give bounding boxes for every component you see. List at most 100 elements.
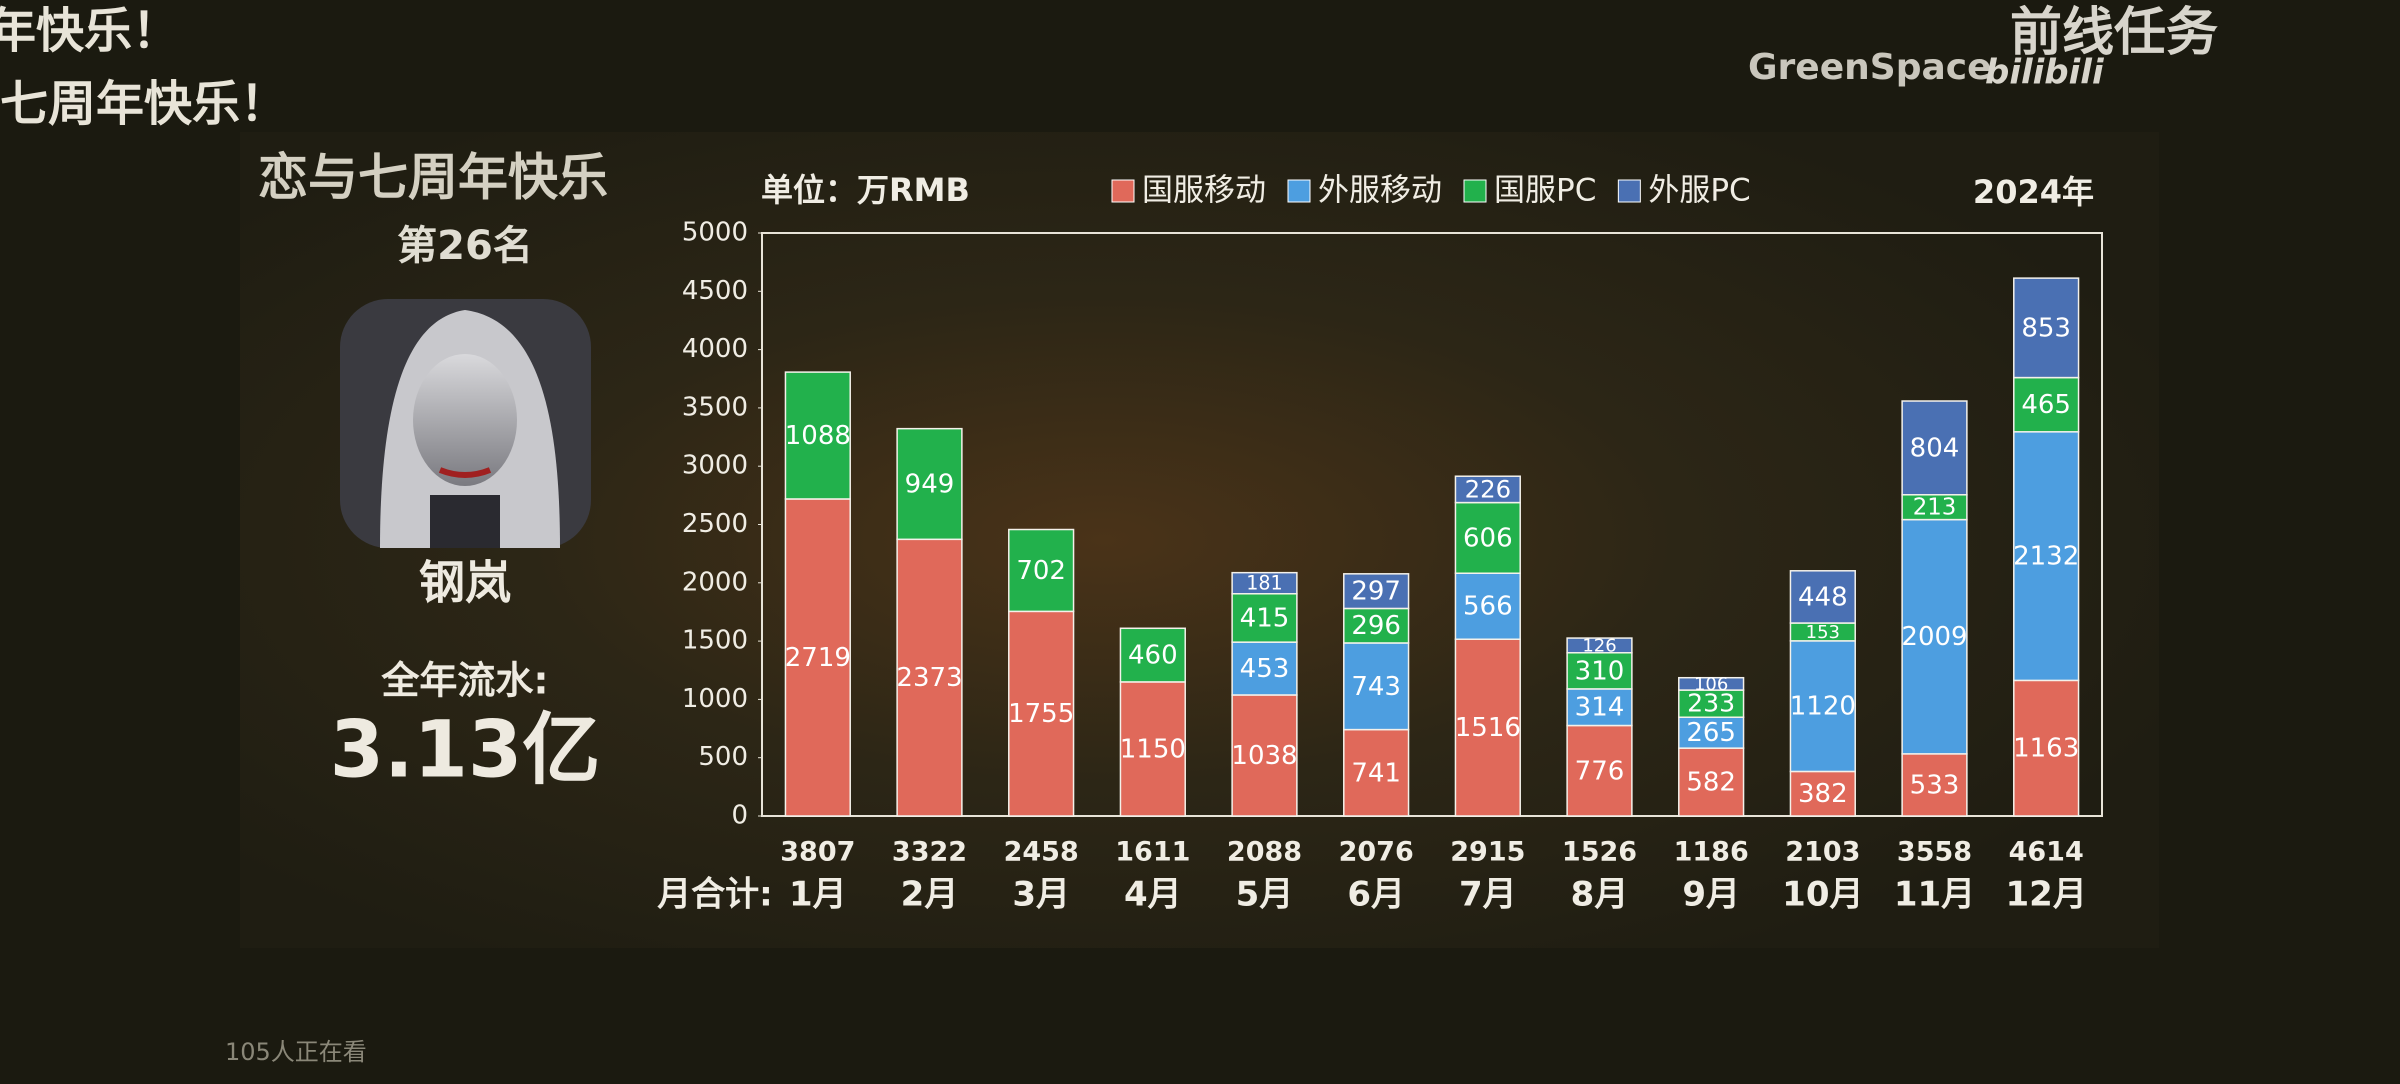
- data-label: 1088: [785, 421, 851, 451]
- data-label: 181: [1246, 572, 1282, 595]
- x-tick-label: 5月: [1236, 875, 1294, 915]
- data-label: 382: [1798, 779, 1848, 809]
- x-tick-label: 3月: [1012, 875, 1070, 915]
- bar-segment: [1343, 607, 1410, 644]
- data-label: 106: [1694, 674, 1728, 695]
- legend-label: 外服PC: [1648, 173, 1750, 209]
- data-label: 448: [1798, 582, 1848, 612]
- total-label: 1186: [1674, 837, 1749, 868]
- bar-segment: [1343, 573, 1410, 610]
- total-label: 4614: [2009, 837, 2084, 868]
- y-tick-label: 2500: [682, 509, 748, 539]
- data-label: 213: [1913, 495, 1957, 521]
- bar-segment: [1901, 753, 1968, 817]
- data-label: 453: [1240, 654, 1290, 684]
- total-label: 3322: [892, 837, 967, 868]
- bar-segment: [784, 498, 851, 817]
- y-tick-label: 2000: [682, 567, 748, 597]
- site-logo: bilibili: [1985, 53, 2105, 93]
- data-label: 415: [1240, 603, 1290, 633]
- data-label: 310: [1575, 656, 1625, 686]
- total-label: 2088: [1227, 837, 1302, 868]
- legend-swatch: [1617, 179, 1641, 203]
- bar-segment: [1566, 724, 1633, 817]
- x-tick-label: 12月: [2006, 875, 2087, 915]
- total-label: 2076: [1339, 837, 1414, 868]
- total-label: 2458: [1004, 837, 1079, 868]
- data-label: 465: [2021, 390, 2071, 420]
- totals-label: 月合计:: [657, 875, 773, 915]
- data-label: 1755: [1008, 699, 1074, 729]
- total-label: 2915: [1450, 837, 1525, 868]
- y-tick-label: 3500: [682, 392, 748, 422]
- x-tick-label: 2月: [901, 875, 959, 915]
- data-label: 741: [1351, 758, 1401, 788]
- channel-name: 前线任务: [2010, 3, 2218, 63]
- bar-segment: [1343, 642, 1410, 731]
- danmaku: 年快乐！: [0, 3, 180, 59]
- x-tick-label: 1月: [789, 875, 847, 915]
- total-label: 2103: [1785, 837, 1860, 868]
- data-label: 1038: [1231, 741, 1297, 771]
- y-tick-label: 5000: [682, 218, 748, 248]
- bar-segment: [1678, 676, 1745, 691]
- bar-segment: [1566, 637, 1633, 654]
- data-label: 2373: [896, 663, 962, 693]
- total-label: 3807: [780, 837, 855, 868]
- annual-value: 3.13亿: [330, 705, 600, 795]
- legend-label: 国服PC: [1494, 173, 1596, 209]
- watermark: GreenSpace: [1748, 47, 1992, 88]
- total-label: 1526: [1562, 837, 1637, 868]
- bar-segment: [1231, 694, 1298, 817]
- data-label: 233: [1687, 689, 1735, 718]
- bar-segment: [1231, 641, 1298, 696]
- data-label: 297: [1351, 577, 1401, 607]
- data-label: 1163: [2013, 734, 2079, 764]
- data-label: 606: [1463, 523, 1513, 553]
- danmaku: 七周年快乐！: [0, 76, 288, 132]
- bar-segment: [896, 538, 963, 817]
- y-tick-label: 1000: [682, 684, 748, 714]
- data-label: 226: [1465, 474, 1511, 503]
- bar-segment: [1454, 475, 1521, 504]
- legend-label: 外服移动: [1318, 173, 1442, 209]
- year-label: 2024年: [1973, 173, 2094, 211]
- bar-segment: [2013, 376, 2080, 433]
- data-label: 296: [1351, 611, 1401, 641]
- y-tick-label: 3000: [682, 451, 748, 481]
- legend-label: 国服移动: [1142, 173, 1266, 209]
- data-label: 853: [2021, 313, 2071, 343]
- bar-segment: [1901, 400, 1968, 496]
- data-label: 1120: [1790, 692, 1856, 722]
- data-label: 265: [1686, 718, 1736, 748]
- banner: 恋与七周年快乐: [258, 149, 608, 207]
- bar-segment: [1119, 681, 1186, 817]
- y-tick-label: 1500: [682, 626, 748, 656]
- x-tick-label: 4月: [1124, 875, 1182, 915]
- data-label: 1516: [1455, 713, 1521, 743]
- annual-label: 全年流水:: [380, 659, 548, 703]
- data-label: 743: [1351, 672, 1401, 702]
- bar-segment: [1119, 627, 1186, 683]
- bar-segment: [1566, 652, 1633, 690]
- y-tick-label: 4000: [682, 334, 748, 364]
- y-tick-label: 4500: [682, 276, 748, 306]
- bar-segment: [1789, 570, 1856, 624]
- x-tick-label: 9月: [1682, 875, 1740, 915]
- data-label: 1150: [1120, 734, 1186, 764]
- legend-swatch: [1287, 179, 1311, 203]
- legend-swatch: [1111, 179, 1135, 203]
- bar-segment: [1008, 610, 1075, 817]
- bar-segment: [1008, 528, 1075, 613]
- y-tick-label: 0: [731, 801, 748, 831]
- bar-segment: [1789, 770, 1856, 817]
- bar-segment: [1678, 747, 1745, 817]
- x-tick-label: 11月: [1894, 875, 1975, 915]
- data-label: 126: [1582, 635, 1616, 656]
- x-tick-label: 6月: [1347, 875, 1405, 915]
- data-label: 314: [1575, 693, 1625, 723]
- data-label: 460: [1128, 641, 1178, 671]
- bar-segment: [2013, 277, 2080, 379]
- bar-segment: [2013, 431, 2080, 682]
